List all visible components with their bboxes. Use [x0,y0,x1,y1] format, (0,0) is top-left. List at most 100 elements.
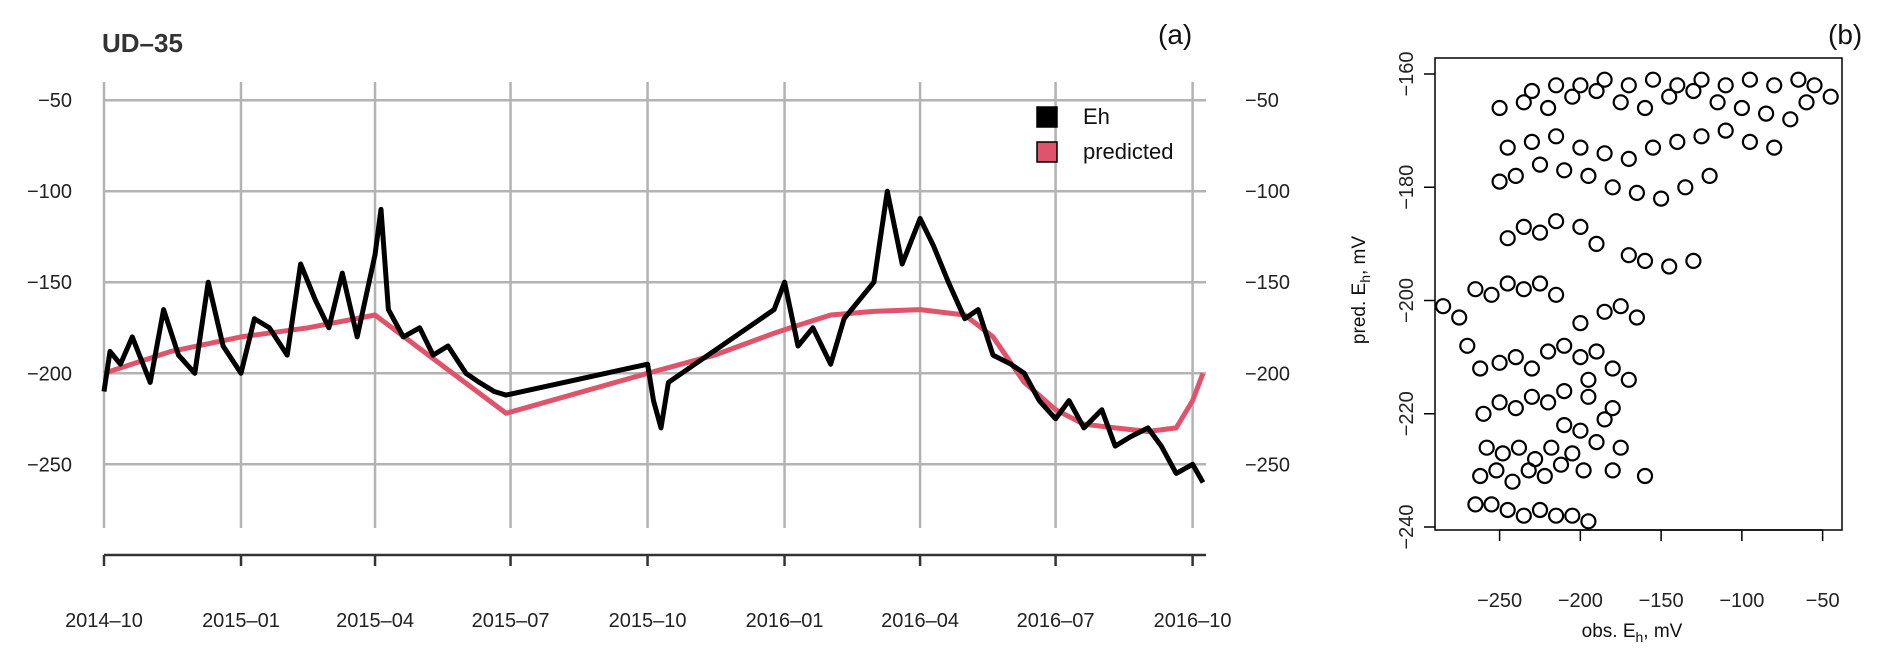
scatter-point [1547,286,1565,303]
scatter-point [1677,179,1694,196]
y-tick-label-b: −180 [1396,165,1418,210]
scatter-point [1612,94,1629,111]
scatter-point [1604,179,1621,196]
scatter-point [1499,230,1516,247]
scatter-point [1580,167,1597,184]
scatter-point [1596,71,1613,88]
scatter-point [1499,275,1516,292]
x-tick-label-b: −100 [1719,590,1764,612]
scatter-point [1822,88,1839,105]
scatter-point [1620,150,1637,167]
scatter-point [1523,133,1541,150]
scatter-point [1652,190,1670,207]
scatter-point [1523,360,1541,377]
scatter-point [1539,343,1557,360]
scatter-point [1539,99,1557,117]
scatter-point [1556,162,1573,179]
scatter-point [1507,167,1524,184]
scatter-point [1669,77,1686,94]
scatter-point [1757,105,1775,122]
scatter-point [1564,88,1581,105]
scatter-point [1488,462,1505,479]
scatter-point [1790,71,1807,88]
scatter-point [1709,94,1726,111]
scatter-point [1491,354,1508,371]
scatter-point [1685,252,1702,269]
scatter-point [1515,507,1532,524]
y-axis-left-a: −250 −200 −150 −100 −50 [27,90,72,476]
scatter-point [1556,337,1573,354]
scatter-point [1588,235,1605,252]
scatter-point [1531,275,1549,292]
x-tick-label: 2014–10 [65,610,143,632]
scatter-point [1596,411,1613,428]
scatter-point [1520,462,1537,479]
scatter-point [1478,439,1495,456]
scatter-point [1701,167,1718,184]
scatter-point [1588,343,1605,360]
x-tick-label-b: −200 [1558,590,1603,612]
scatter-point [1536,467,1553,485]
scatter-point [1766,77,1783,94]
scatter-point [1504,473,1521,490]
scatter-point [1572,139,1589,156]
legend-a: Eh predicted [1036,104,1174,164]
scatter-point [1552,456,1570,473]
x-tick-label: 2015–01 [202,610,280,632]
x-axis-a: 2014–10 2015–01 2015–04 2015–07 2015–10 2016–… [65,553,1232,632]
scatter-point [1572,422,1589,439]
series-line-eh [101,188,1206,484]
scatter-point [1766,139,1783,156]
scatter-point [1717,77,1734,94]
x-tick-label-b: −150 [1639,590,1684,612]
x-tick-label-b: −250 [1477,590,1522,612]
scatter-point [1510,439,1528,456]
scatter-point [1741,71,1759,88]
scatter-points-b [1434,71,1839,530]
scatter-point [1499,139,1516,156]
scatter-point [1467,496,1484,513]
scatter-point [1644,139,1662,156]
legend-swatch-predicted [1036,141,1058,163]
scatter-point [1515,218,1532,235]
scatter-point [1580,513,1597,530]
y-tick-label-right: −200 [1245,363,1290,385]
y-axis-b: −240 −220 −200 −180 −160 [1396,51,1435,550]
x-axis-b: −250 −200 −150 −100 −50 [1477,529,1840,612]
panel-b: (b) −250 −200 −150 −100 −50 −240 −220 −200 −180… [1349,19,1862,645]
scatter-point [1491,394,1508,411]
scatter-point [1483,496,1500,513]
scatter-point [1636,252,1654,269]
grid-a [102,82,1206,528]
scatter-point [1547,507,1565,524]
scatter-point [1612,298,1629,315]
scatter-point [1693,128,1710,145]
scatter-point [1472,360,1489,377]
legend-label-predicted: predicted [1083,139,1174,164]
x-tick-label: 2016–10 [1154,610,1232,632]
scatter-point [1475,405,1492,422]
y-axis-label-b: pred. Eh, mV [1349,236,1373,344]
scatter-point [1523,388,1541,405]
scatter-point [1556,383,1573,400]
scatter-point [1572,315,1589,332]
scatter-point [1669,133,1686,150]
scatter-point [1491,99,1508,117]
scatter-point [1499,501,1516,519]
plot-frame-b [1434,57,1843,531]
y-tick-label-left: −150 [27,272,72,294]
x-tick-label: 2016–07 [1017,610,1095,632]
scatter-point [1596,303,1613,320]
scatter-point [1507,400,1524,417]
scatter-point [1523,82,1541,100]
y-tick-label-left: −200 [27,363,72,385]
scatter-point [1798,94,1815,111]
scatter-point [1531,156,1549,173]
scatter-point [1741,133,1759,150]
scatter-point [1628,309,1646,326]
scatter-point [1620,77,1637,94]
x-axis-label-b: obs. Eh, mV [1582,621,1683,645]
scatter-point [1515,94,1532,111]
scatter-point [1685,82,1702,100]
scatter-point [1467,281,1484,298]
